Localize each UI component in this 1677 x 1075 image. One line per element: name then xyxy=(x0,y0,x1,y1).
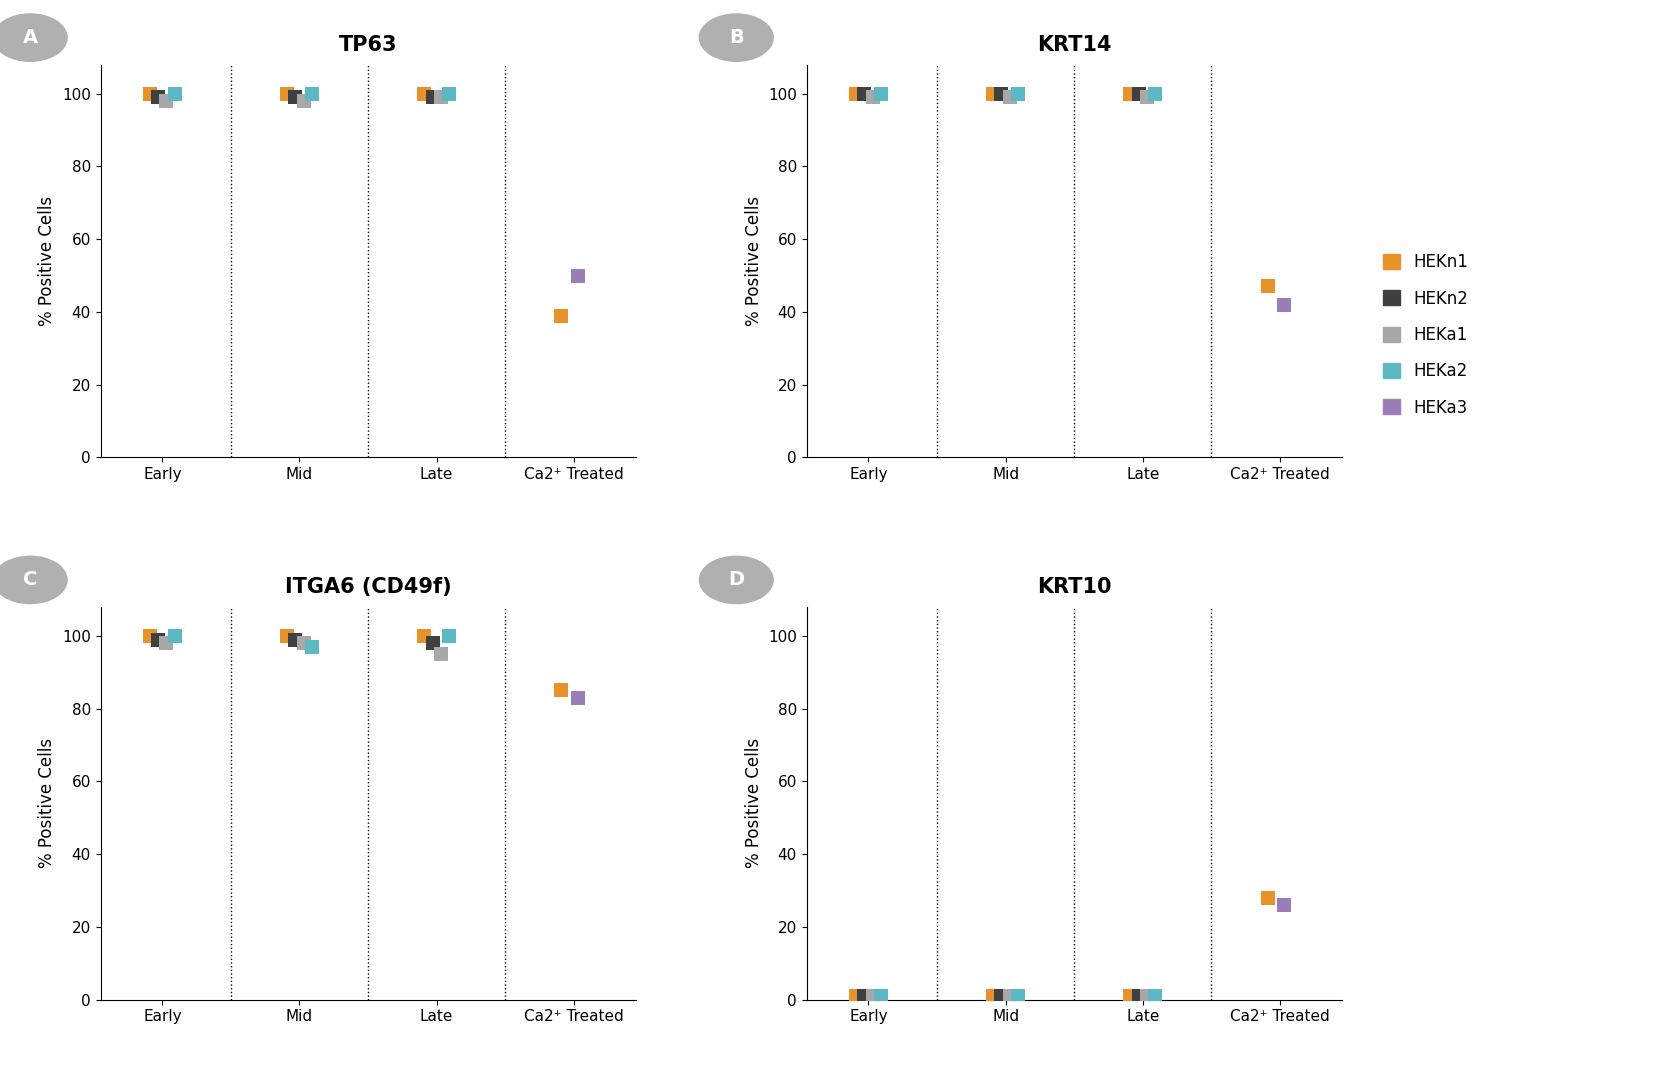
Point xyxy=(1125,988,1152,1005)
Point xyxy=(565,689,592,706)
Point xyxy=(411,85,438,102)
Point xyxy=(548,307,575,325)
Point xyxy=(979,988,1006,1005)
Point xyxy=(282,631,309,648)
Text: D: D xyxy=(728,571,745,589)
Point xyxy=(161,628,188,645)
Point xyxy=(419,88,446,105)
Point xyxy=(1005,85,1031,102)
Point xyxy=(859,988,885,1005)
Point xyxy=(436,85,463,102)
Point xyxy=(290,92,317,110)
Point xyxy=(859,88,885,105)
Point xyxy=(428,88,454,105)
Point xyxy=(1005,988,1031,1005)
Point xyxy=(153,634,179,651)
Point xyxy=(1125,85,1152,102)
Point xyxy=(153,92,179,110)
Point xyxy=(273,628,300,645)
Point xyxy=(1134,88,1160,105)
Y-axis label: % Positive Cells: % Positive Cells xyxy=(39,196,57,326)
Point xyxy=(428,645,454,662)
Text: C: C xyxy=(23,571,37,589)
Point xyxy=(1117,85,1144,102)
Point xyxy=(290,634,317,651)
Point xyxy=(867,85,894,102)
Point xyxy=(867,988,894,1005)
Point xyxy=(299,85,325,102)
Point xyxy=(850,85,877,102)
Point xyxy=(136,85,163,102)
Point xyxy=(996,88,1023,105)
Point xyxy=(1142,85,1169,102)
Point xyxy=(419,634,446,651)
Point xyxy=(1117,988,1144,1005)
Point xyxy=(1271,897,1298,914)
Point xyxy=(282,88,309,105)
Title: ITGA6 (CD49f): ITGA6 (CD49f) xyxy=(285,577,451,597)
Title: TP63: TP63 xyxy=(339,34,397,55)
Y-axis label: % Positive Cells: % Positive Cells xyxy=(39,739,57,869)
Point xyxy=(1134,988,1160,1005)
Point xyxy=(144,631,171,648)
Point xyxy=(299,639,325,656)
Point xyxy=(144,88,171,105)
Point xyxy=(565,267,592,284)
Point xyxy=(1271,296,1298,313)
Y-axis label: % Positive Cells: % Positive Cells xyxy=(745,739,763,869)
Point xyxy=(1142,988,1169,1005)
Y-axis label: % Positive Cells: % Positive Cells xyxy=(745,196,763,326)
Point xyxy=(988,85,1015,102)
Point xyxy=(411,628,438,645)
Point xyxy=(988,988,1015,1005)
Point xyxy=(161,85,188,102)
Point xyxy=(850,988,877,1005)
Point xyxy=(436,628,463,645)
Point xyxy=(1254,277,1281,295)
Point xyxy=(996,988,1023,1005)
Point xyxy=(136,628,163,645)
Title: KRT14: KRT14 xyxy=(1036,34,1112,55)
Title: KRT10: KRT10 xyxy=(1036,577,1112,597)
Point xyxy=(842,988,869,1005)
Point xyxy=(273,85,300,102)
Point xyxy=(979,85,1006,102)
Text: A: A xyxy=(22,28,39,47)
Legend: HEKn1, HEKn2, HEKa1, HEKa2, HEKa3: HEKn1, HEKn2, HEKa1, HEKa2, HEKa3 xyxy=(1375,245,1477,425)
Point xyxy=(548,682,575,699)
Point xyxy=(1254,889,1281,906)
Point xyxy=(842,85,869,102)
Text: B: B xyxy=(729,28,743,47)
